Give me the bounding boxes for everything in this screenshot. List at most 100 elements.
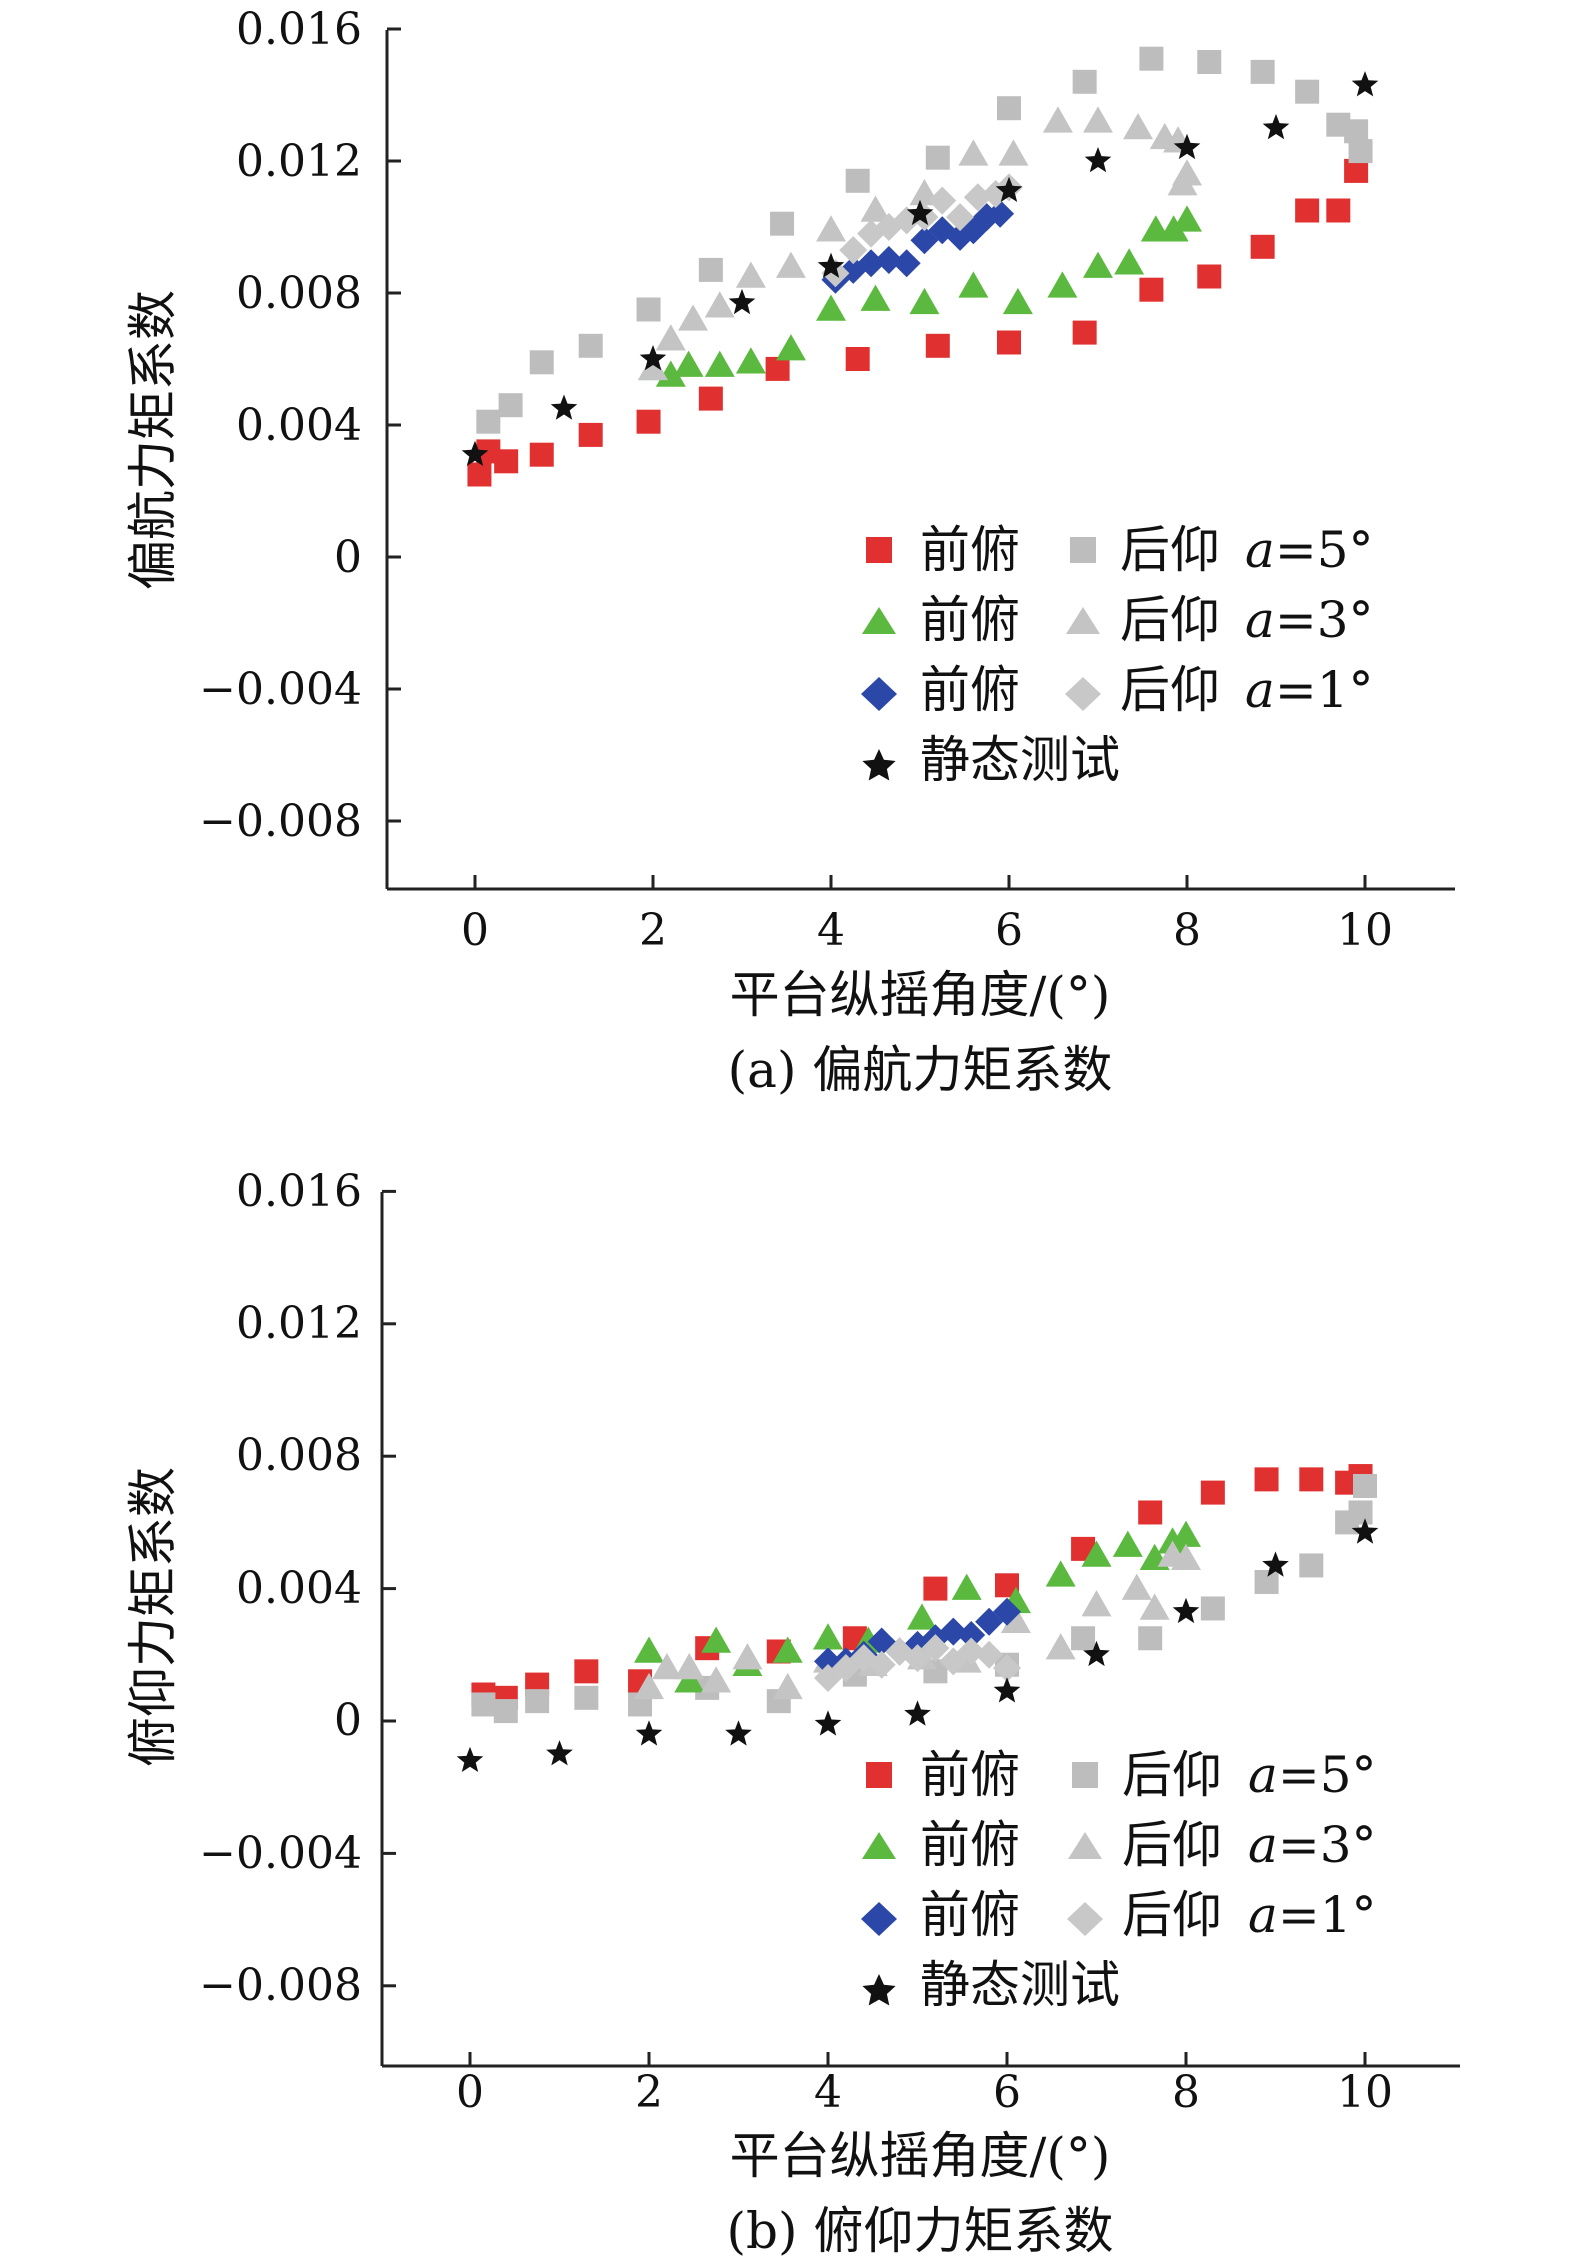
panel-b-point-fwd3: [674, 1666, 705, 1693]
panel-b-point-back3: [651, 1653, 682, 1680]
legend-label-fwd: 前俯: [920, 661, 1020, 719]
legend-label-a3: a=3°: [1248, 1816, 1377, 1874]
panel-a-point-back5: [1072, 69, 1097, 94]
panel-a-y-tick-label: 0.004: [236, 400, 362, 451]
panel-a-point-back5: [698, 257, 723, 282]
panel-a-point-fwd5: [925, 333, 950, 358]
panel-b-point-static: [1172, 1597, 1200, 1624]
panel-b-point-fwd1: [993, 1597, 1021, 1626]
panel-b-point-back3: [1139, 1593, 1170, 1620]
panel-b-point-static: [1351, 1518, 1379, 1544]
panel-b-caption: (b) 俯仰力矩系数: [727, 2202, 1114, 2260]
panel-b-point-fwd3: [634, 1636, 664, 1663]
panel-b-point-back5: [1353, 1473, 1377, 1498]
legend-label-a1: a=1°: [1248, 1886, 1377, 1944]
panel-b-x-tick-label: 0: [456, 2067, 484, 2118]
panel-a-point-back3: [775, 251, 806, 278]
panel-b-point-static: [1083, 1640, 1110, 1667]
legend-label-a5: a=5°: [1248, 1746, 1377, 1804]
panel-b-point-fwd5: [1254, 1467, 1279, 1492]
panel-b-x-tick-label: 6: [993, 2067, 1021, 2118]
panel-b-point-back5: [471, 1692, 496, 1717]
panel-b-point-back3: [1045, 1633, 1076, 1660]
legend-marker-fwd1: [861, 677, 897, 711]
panel-b-x-tick-label: 10: [1337, 2067, 1393, 2118]
panel-a-caption: (a) 偏航力矩系数: [728, 1041, 1113, 1099]
panel-b-point-back3: [772, 1672, 803, 1700]
panel-a-point-fwd3: [775, 334, 806, 361]
panel-a-point-fwd5: [494, 449, 519, 474]
panel-b-point-back3: [732, 1643, 763, 1670]
panel-a-point-static: [1262, 114, 1290, 140]
panel-a-y-tick-label: −0.008: [199, 796, 362, 847]
panel-a-point-back1: [839, 236, 868, 265]
panel-a-point-back5: [476, 409, 501, 434]
panel-b-point-static: [993, 1677, 1021, 1703]
panel-a-point-static: [728, 288, 756, 315]
panel-a-point-fwd3: [655, 360, 686, 387]
panel-b-point-back5: [1299, 1553, 1324, 1578]
panel-a-plot-area: [385, 27, 1455, 891]
panel-b-point-fwd5: [1299, 1467, 1324, 1492]
panel-a-point-static: [550, 394, 578, 420]
panel-b-point-back3: [701, 1666, 732, 1693]
panel-a-x-axis-title: 平台纵摇角度/(°): [730, 966, 1111, 1024]
panel-b-point-fwd3: [906, 1603, 937, 1630]
legend-label-back: 后仰: [1122, 1746, 1222, 1804]
panel-b-point-back3: [1081, 1590, 1112, 1617]
panel-b-point-static: [725, 1720, 752, 1746]
panel-b-y-tick-label: 0.016: [236, 1166, 362, 1217]
panel-b-y-tick-label: 0.004: [236, 1563, 362, 1614]
panel-a-point-back1: [946, 203, 975, 232]
legend-marker-back1: [1067, 1902, 1103, 1936]
panel-a-point-back5: [1348, 139, 1373, 164]
legend-label-a5: a=5°: [1245, 521, 1374, 579]
legend-label-back: 后仰: [1120, 591, 1220, 649]
panel-a-legend: 前俯 后仰 a=5° 前俯 后仰 a=3° 前俯 后仰 a=1° 静态测试: [861, 521, 1374, 789]
panel-a-point-fwd3: [1047, 271, 1078, 298]
panel-b-point-back3: [634, 1672, 664, 1700]
panel-a-point-back3: [998, 139, 1029, 166]
panel-b-point-fwd5: [1138, 1500, 1163, 1525]
panel-b-point-fwd3: [813, 1623, 843, 1650]
legend-marker-fwd3: [862, 607, 896, 634]
panel-a-y-tick-label: 0: [334, 532, 362, 583]
panel-b-point-static: [456, 1746, 484, 1772]
panel-a-point-back3: [958, 139, 989, 166]
panel-b-y-tick-label: −0.008: [199, 1960, 362, 2011]
panel-a-point-back5: [578, 333, 603, 358]
panel-b-y-tick-label: 0.008: [236, 1430, 362, 1481]
panel-a-point-static: [817, 252, 845, 278]
panel-a-x-tick-label: 8: [1173, 905, 1201, 956]
panel-b-point-fwd5: [574, 1659, 599, 1684]
panel-a-point-back3: [655, 324, 686, 351]
legend-marker-back1: [1065, 677, 1101, 711]
panel-a-y-ticks: −0.008 −0.004 0 0.004 0.008 0.012 0.016: [199, 4, 362, 847]
panel-a-point-fwd5: [1250, 234, 1275, 259]
panel-a-point-back3: [1042, 106, 1073, 133]
panel-b-point-fwd1: [957, 1620, 986, 1649]
panel-a-y-tick-label: 0.008: [236, 268, 362, 319]
legend-marker-back3: [1066, 607, 1100, 634]
panel-b-point-fwd3: [1171, 1520, 1201, 1547]
panel-b-y-axis-title: 俯仰力矩系数: [124, 1467, 182, 1767]
panel-a-point-fwd1: [874, 246, 903, 274]
panel-a-point-fwd5: [845, 347, 870, 371]
panel-a-x-tick-label: 10: [1337, 905, 1393, 956]
panel-a-x-tick-label: 2: [639, 905, 667, 956]
legend-label-static: 静态测试: [920, 731, 1120, 789]
panel-a-point-static: [461, 440, 489, 466]
panel-a-point-static: [1084, 147, 1112, 173]
legend-label-fwd: 前俯: [920, 591, 1020, 649]
panel-b-y-tick-label: −0.004: [199, 1828, 362, 1879]
panel-a-point-fwd3: [909, 287, 940, 315]
panel-b-point-back5: [525, 1689, 550, 1714]
panel-a-y-tick-label: 0.016: [236, 4, 362, 55]
legend-label-back: 后仰: [1122, 1886, 1222, 1944]
legend-label-a1: a=1°: [1245, 661, 1374, 719]
panel-a-point-back5: [1250, 59, 1275, 84]
panel-a-point-static: [906, 199, 934, 226]
panel-a-x-tick-label: 0: [461, 905, 489, 956]
panel-a-point-static: [639, 345, 667, 371]
panel-a-point-fwd5: [1072, 320, 1097, 345]
